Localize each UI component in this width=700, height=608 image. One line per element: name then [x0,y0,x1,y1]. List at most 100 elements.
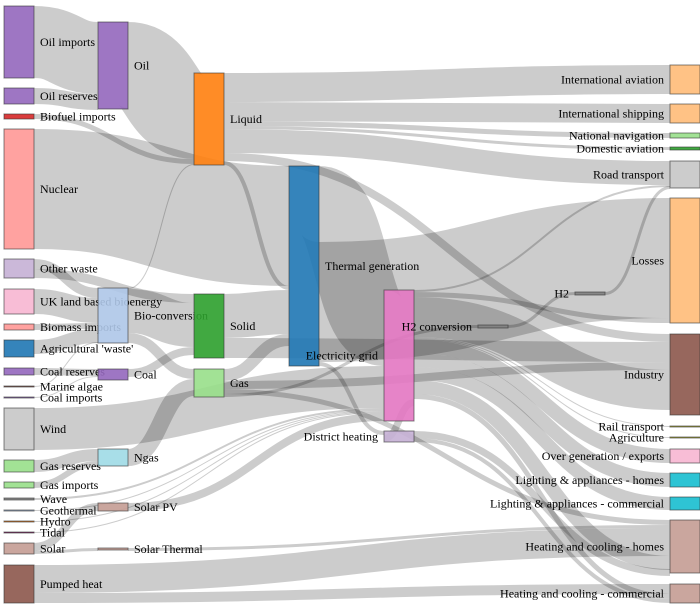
link-coal-to-solid[interactable] [127,347,195,377]
link-coal-imports-to-coal[interactable] [33,376,99,398]
link-wave-to-electricity-grid[interactable] [33,408,385,500]
link-district-heating-to-heating-and-cooling-commercial[interactable] [413,438,671,603]
link-tidal-to-electricity-grid[interactable] [33,412,385,533]
link-electricity-grid-to-over-generation-exports[interactable] [413,339,671,463]
link-liquid-to-national-navigation[interactable] [223,121,671,138]
link-solid-to-thermal-generation[interactable] [223,290,290,338]
node-bar[interactable] [3,407,35,451]
link-solar-to-solar-thermal[interactable] [33,548,99,554]
link-solar-thermal-to-heating-and-cooling-homes[interactable] [127,525,671,551]
node-oil[interactable]: Oil [97,21,150,110]
node-bar[interactable] [3,481,35,489]
node-bar[interactable] [193,368,225,398]
link-electricity-grid-to-lighting-appliances-homes[interactable] [413,353,671,487]
node-bar[interactable] [97,287,129,344]
link-gas-imports-to-ngas[interactable] [33,461,99,488]
link-liquid-to-domestic-aviation[interactable] [223,126,671,150]
node-bar[interactable] [669,197,700,324]
node-bar[interactable] [3,87,35,105]
node-bar[interactable] [97,502,129,512]
node-bar[interactable] [3,288,35,315]
node-bar[interactable] [3,542,35,555]
node-bar[interactable] [574,291,606,296]
link-bio-conversion-to-liquid[interactable] [127,164,195,289]
node-bar[interactable] [3,385,35,388]
node-bar[interactable] [193,293,225,359]
node-geothermal[interactable]: Geothermal [3,504,97,518]
node-nuclear[interactable]: Nuclear [3,128,78,250]
node-bar[interactable] [669,448,700,464]
link-electricity-grid-to-losses[interactable] [413,292,671,323]
node-pumped-heat[interactable]: Pumped heat [3,564,103,604]
link-electricity-grid-to-heating-and-cooling-commercial[interactable] [413,394,671,599]
link-biofuel-imports-to-liquid[interactable] [33,114,195,164]
node-bar[interactable] [3,367,35,376]
node-gas-reserves[interactable]: Gas reserves [3,459,101,473]
node-agricultural-waste[interactable]: Agricultural 'waste' [3,339,133,358]
node-lighting-appliances-commercial[interactable]: Lighting & appliances - commercial [490,496,700,511]
node-road-transport[interactable]: Road transport [593,160,700,189]
link-electricity-grid-to-lighting-appliances-commercial[interactable] [413,367,671,510]
link-pumped-heat-to-heating-and-cooling-homes[interactable] [33,528,671,593]
link-thermal-generation-to-district-heating[interactable] [318,362,385,435]
node-bar[interactable] [97,368,129,381]
node-bar[interactable] [669,132,700,139]
node-bar[interactable] [669,146,700,151]
node-bar[interactable] [3,497,35,501]
node-bar[interactable] [669,583,700,604]
node-wave[interactable]: Wave [3,492,67,506]
link-uk-land-based-bioenergy-to-bio-conversion[interactable] [33,289,99,323]
link-solar-pv-to-electricity-grid[interactable] [127,413,385,511]
node-bar[interactable] [3,323,35,331]
link-electricity-grid-to-road-transport[interactable] [413,185,671,292]
link-thermal-generation-to-electricity-grid[interactable] [299,166,404,366]
node-rail-transport[interactable]: Rail transport [598,420,700,434]
node-lighting-appliances-homes[interactable]: Lighting & appliances - homes [515,472,700,488]
link-pumped-heat-to-heating-and-cooling-commercial[interactable] [33,584,671,603]
link-thermal-generation-to-losses[interactable] [318,198,671,362]
link-gas-to-industry[interactable] [223,362,671,389]
node-bar[interactable] [669,472,700,488]
link-agricultural-waste-to-bio-conversion[interactable] [33,329,99,354]
node-bar[interactable] [3,258,35,279]
link-oil-reserves-to-oil[interactable] [33,88,99,110]
node-heating-and-cooling-homes[interactable]: Heating and cooling - homes [525,519,700,574]
link-liquid-to-road-transport[interactable] [223,129,671,185]
node-coal[interactable]: Coal [97,368,157,382]
link-bio-conversion-to-gas[interactable] [127,333,195,379]
node-bar[interactable] [288,165,320,367]
node-oil-imports[interactable]: Oil imports [3,5,95,79]
node-agriculture[interactable]: Agriculture [609,431,700,445]
node-over-generation-exports[interactable]: Over generation / exports [542,448,700,464]
link-gas-reserves-to-ngas[interactable] [33,449,99,472]
link-h2-conversion-to-h2[interactable] [507,292,576,328]
node-liquid[interactable]: Liquid [193,72,262,166]
node-solid[interactable]: Solid [193,293,255,359]
node-h2[interactable]: H2 [554,287,606,301]
node-bar[interactable] [669,64,700,95]
node-bar[interactable] [3,396,35,399]
node-biofuel-imports[interactable]: Biofuel imports [3,110,116,124]
node-bar[interactable] [669,160,700,189]
link-electricity-grid-to-industry[interactable] [413,297,671,410]
node-bar[interactable] [3,113,35,120]
link-liquid-to-thermal-generation[interactable] [223,161,290,290]
link-gas-to-h2-conversion[interactable] [223,325,479,397]
node-bar[interactable] [3,531,35,534]
node-coal-imports[interactable]: Coal imports [3,391,103,405]
link-hydro-to-electricity-grid[interactable] [33,411,385,522]
link-oil-imports-to-oil[interactable] [32,6,100,94]
node-marine-algae[interactable]: Marine algae [3,380,103,394]
link-gas-to-heating-and-cooling-homes[interactable] [223,389,671,525]
link-electricity-grid-to-agriculture[interactable] [413,338,671,438]
node-bar[interactable] [193,72,225,166]
link-liquid-to-international-aviation[interactable] [223,65,671,102]
node-coal-reserves[interactable]: Coal reserves [3,365,105,379]
node-bar[interactable] [669,425,700,428]
node-national-navigation[interactable]: National navigation [569,129,700,143]
node-bio-conversion[interactable]: Bio-conversion [97,287,208,344]
link-geothermal-to-electricity-grid[interactable] [33,410,385,511]
link-bio-conversion-to-solid[interactable] [127,289,195,347]
link-marine-algae-to-bio-conversion[interactable] [33,342,99,387]
node-bar[interactable] [383,430,415,443]
